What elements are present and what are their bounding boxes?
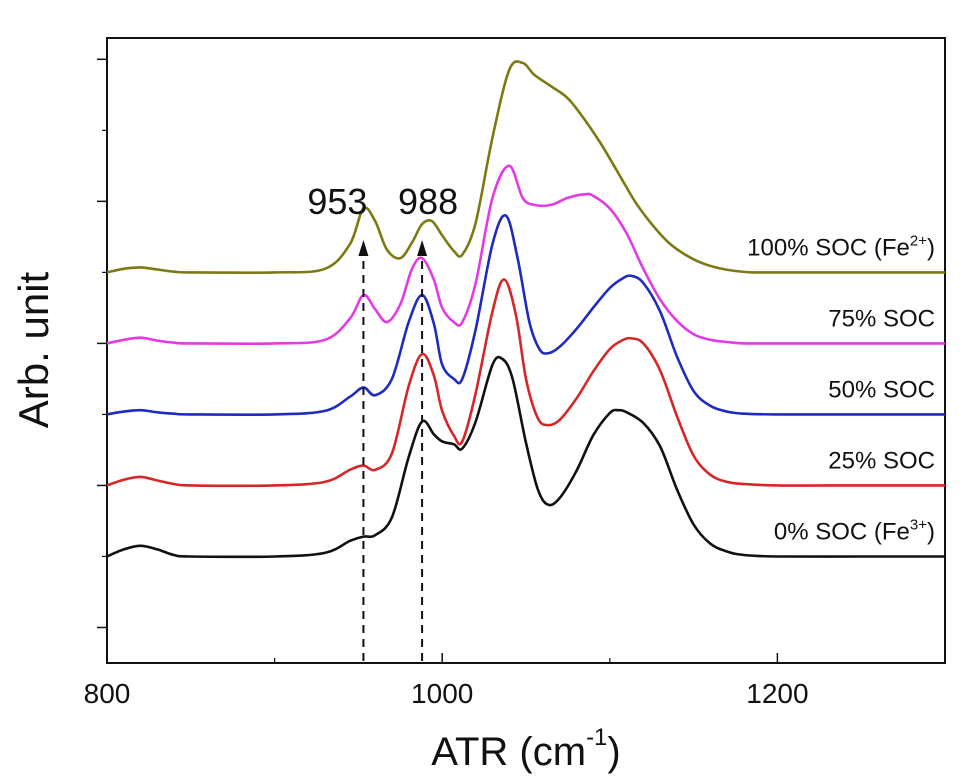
peak-annotations: 953 988 (307, 181, 458, 661)
series-line (106, 164, 945, 345)
y-axis-title: Arb. unit (10, 271, 57, 428)
series-line (106, 278, 945, 488)
series-labels: 0% SOC (Fe3+) 25% SOC 50% SOC 75% SOC 100% S… (747, 232, 935, 545)
series-lines (106, 60, 945, 559)
series-line (106, 60, 945, 274)
plot-area (106, 37, 946, 664)
y-axis-ticks (97, 58, 107, 629)
series-line (106, 355, 945, 559)
series-label: 25% SOC (828, 447, 935, 474)
x-axis-tick-labels: 800 1000 1200 (84, 678, 809, 709)
peak-marker-arrowhead (417, 239, 428, 256)
series-label: 50% SOC (828, 376, 935, 403)
x-tick-label: 1200 (746, 678, 808, 709)
x-axis-title: ATR (cm-1) (431, 724, 620, 774)
x-tick-label: 1000 (411, 678, 473, 709)
series-line (106, 214, 945, 416)
x-axis-ticks (106, 653, 779, 663)
series-label: 75% SOC (828, 305, 935, 332)
peak-label: 953 (307, 181, 367, 222)
x-tick-label: 800 (84, 678, 131, 709)
peak-label: 988 (398, 181, 458, 222)
peak-marker-arrowhead (358, 239, 369, 256)
series-label: 100% SOC (Fe2+) (747, 232, 935, 261)
series-label: 0% SOC (Fe3+) (774, 516, 935, 545)
